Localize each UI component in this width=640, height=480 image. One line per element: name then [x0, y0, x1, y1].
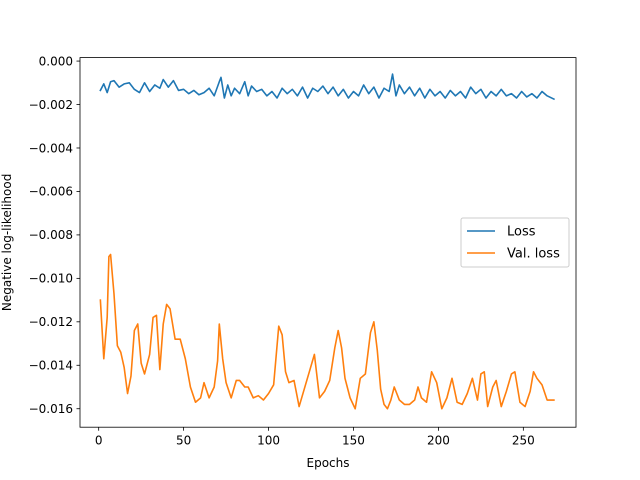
series-line-val-loss — [99, 253, 555, 410]
y-tick-label: −0.008 — [29, 228, 73, 242]
y-tick-label: 0.000 — [39, 54, 73, 68]
y-tick-label: −0.016 — [29, 402, 73, 416]
series-layer — [99, 73, 555, 410]
x-tick-label: 250 — [512, 434, 535, 448]
x-tick-label: 50 — [176, 434, 191, 448]
x-tick-label: 200 — [427, 434, 450, 448]
y-tick-label: −0.012 — [29, 315, 73, 329]
legend: Loss Val. loss — [460, 217, 570, 268]
legend-label-loss: Loss — [507, 225, 536, 240]
x-tick-label: 0 — [95, 434, 103, 448]
y-tick-label: −0.010 — [29, 272, 73, 286]
x-tick-label: 150 — [342, 434, 365, 448]
y-tick-label: −0.004 — [29, 141, 73, 155]
plot-frame — [79, 57, 577, 428]
y-axis-label: Negative log-likelihood — [0, 174, 14, 311]
y-tick-label: −0.002 — [29, 98, 73, 112]
series-line-loss — [99, 73, 555, 101]
x-axis-label: Epochs — [307, 456, 350, 470]
y-tick-label: −0.006 — [29, 185, 73, 199]
legend-label-val-loss: Val. loss — [507, 247, 560, 262]
y-tick-label: −0.014 — [29, 359, 73, 373]
x-axis: 0 50 100 150 200 250 — [95, 427, 535, 448]
y-axis: 0.000 −0.002 −0.004 −0.006 −0.008 −0.010 −0.01… — [29, 54, 80, 416]
x-tick-label: 100 — [257, 434, 280, 448]
